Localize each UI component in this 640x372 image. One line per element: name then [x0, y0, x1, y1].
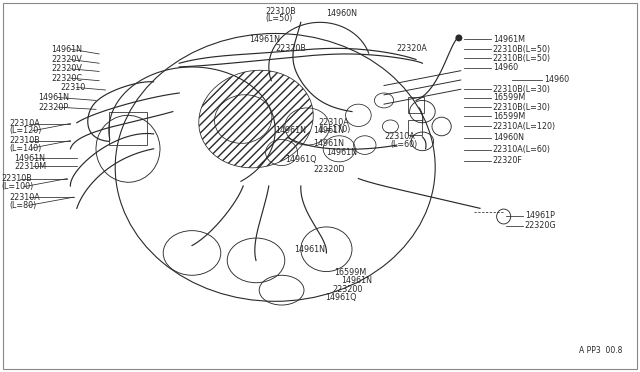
Text: 14960: 14960 [544, 76, 569, 84]
Text: 14961N: 14961N [326, 148, 357, 157]
Text: 14961M: 14961M [493, 35, 525, 44]
Text: (L=80): (L=80) [10, 201, 37, 210]
Text: 22320V: 22320V [51, 55, 82, 64]
Text: (L=140): (L=140) [10, 144, 42, 153]
Text: 22320V: 22320V [51, 64, 82, 73]
Text: 22310B(L=30): 22310B(L=30) [493, 103, 551, 112]
Circle shape [456, 35, 462, 41]
Text: 22320F: 22320F [493, 156, 523, 165]
Text: 14961N: 14961N [341, 276, 372, 285]
Text: 14961N: 14961N [14, 154, 45, 163]
Text: 22320P: 22320P [38, 103, 68, 112]
Text: 22310B(L=50): 22310B(L=50) [493, 45, 551, 54]
Text: 14961N: 14961N [38, 93, 69, 102]
Text: (L=50): (L=50) [266, 14, 293, 23]
Text: 22320A: 22320A [397, 44, 428, 53]
Text: 16599M: 16599M [334, 268, 366, 277]
Text: 14961Q: 14961Q [285, 155, 316, 164]
Text: 14961N: 14961N [51, 45, 82, 54]
Text: 14960N: 14960N [326, 9, 357, 17]
Text: 22310: 22310 [61, 83, 86, 92]
Text: 14961N: 14961N [314, 139, 344, 148]
Text: (L=120): (L=120) [10, 126, 42, 135]
Text: A PP3  00.8: A PP3 00.8 [579, 346, 623, 355]
Text: 22310A: 22310A [10, 193, 40, 202]
Text: 14961Q: 14961Q [325, 293, 356, 302]
Text: (L=170): (L=170) [318, 125, 351, 134]
Text: (L=60): (L=60) [390, 140, 418, 149]
Text: 22320C: 22320C [51, 74, 82, 83]
Text: 14961P: 14961P [525, 211, 555, 220]
Text: 22310A: 22310A [384, 132, 415, 141]
Text: 16599M: 16599M [493, 112, 525, 121]
Text: (L=100): (L=100) [1, 182, 33, 191]
Text: 22320G: 22320G [525, 221, 556, 230]
Text: 22310B: 22310B [10, 136, 40, 145]
Text: 14960N: 14960N [493, 133, 524, 142]
Text: 22310A(L=60): 22310A(L=60) [493, 145, 551, 154]
Text: 14961N: 14961N [294, 246, 325, 254]
Text: 22320B: 22320B [275, 44, 306, 53]
Text: 22310A: 22310A [10, 119, 40, 128]
Text: 22310A: 22310A [318, 118, 349, 126]
Text: 22310B(L=30): 22310B(L=30) [493, 85, 551, 94]
Text: 22310B: 22310B [1, 174, 32, 183]
Text: 14961N: 14961N [314, 126, 344, 135]
Text: 22320D: 22320D [314, 165, 345, 174]
Text: 14961N: 14961N [250, 35, 280, 44]
Text: 22310M: 22310M [14, 162, 46, 171]
Text: 14960: 14960 [493, 63, 518, 72]
Text: 22310A(L=120): 22310A(L=120) [493, 122, 556, 131]
Text: 16599M: 16599M [493, 93, 525, 102]
Text: 223200: 223200 [333, 285, 363, 294]
Text: 14961N: 14961N [275, 126, 306, 135]
Text: 22310B: 22310B [266, 7, 296, 16]
Text: 22310B(L=50): 22310B(L=50) [493, 54, 551, 63]
